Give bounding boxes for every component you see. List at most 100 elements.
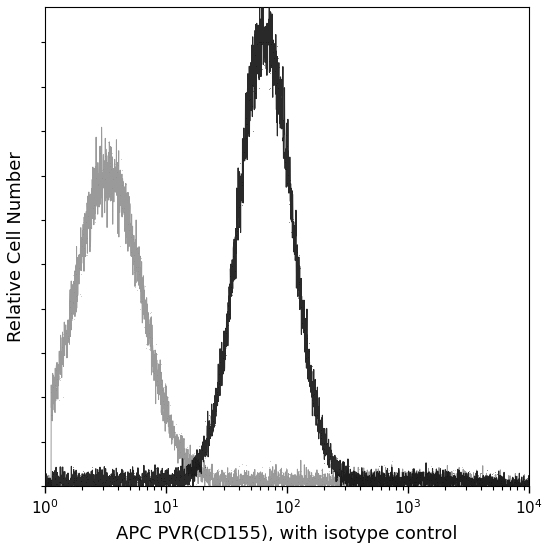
Point <box>400 476 409 485</box>
Point <box>320 482 328 491</box>
Point <box>371 482 380 491</box>
Point <box>268 47 277 56</box>
Point <box>166 482 174 491</box>
Point <box>162 468 171 476</box>
Point <box>132 477 141 486</box>
Point <box>416 477 425 486</box>
Point <box>48 470 57 478</box>
Point <box>287 482 296 491</box>
Point <box>470 482 479 491</box>
Point <box>192 472 201 481</box>
Point <box>318 470 327 478</box>
Point <box>162 479 170 488</box>
Point <box>348 469 357 478</box>
Point <box>237 480 246 488</box>
Point <box>177 428 185 437</box>
Point <box>184 469 192 477</box>
Point <box>512 482 520 491</box>
Point <box>137 480 146 488</box>
Point <box>316 472 325 481</box>
Point <box>281 157 290 166</box>
Point <box>164 475 173 484</box>
Point <box>437 480 446 489</box>
Point <box>236 475 245 483</box>
Point <box>131 472 140 481</box>
Point <box>195 442 204 450</box>
Point <box>214 479 223 488</box>
Point <box>317 426 326 434</box>
Point <box>80 470 89 479</box>
Point <box>524 482 533 491</box>
Point <box>251 89 260 98</box>
Point <box>428 482 437 491</box>
Point <box>99 165 108 174</box>
Point <box>155 471 164 480</box>
Point <box>521 482 530 491</box>
Point <box>375 472 383 481</box>
Point <box>125 219 134 228</box>
Point <box>245 472 254 481</box>
Point <box>192 480 201 488</box>
Point <box>100 175 109 184</box>
Point <box>139 323 148 332</box>
Point <box>414 473 422 482</box>
Point <box>508 481 517 490</box>
Point <box>412 467 421 476</box>
Point <box>127 482 136 491</box>
Point <box>144 309 152 318</box>
Point <box>338 466 346 475</box>
Point <box>350 482 359 491</box>
Point <box>335 464 344 473</box>
Point <box>58 480 67 488</box>
Point <box>162 392 170 400</box>
Point <box>351 482 360 491</box>
Point <box>273 84 282 92</box>
Point <box>214 383 223 392</box>
Point <box>80 244 89 252</box>
Point <box>242 482 251 491</box>
Point <box>113 160 122 169</box>
Point <box>434 482 443 491</box>
Point <box>107 184 116 192</box>
Point <box>391 481 400 490</box>
Point <box>309 472 317 481</box>
Point <box>251 480 260 489</box>
Point <box>101 151 109 160</box>
Point <box>68 316 77 324</box>
Point <box>68 299 77 307</box>
Point <box>341 475 350 483</box>
Point <box>214 466 223 475</box>
Point <box>403 466 412 475</box>
Point <box>267 473 276 482</box>
Point <box>148 475 157 483</box>
Point <box>82 218 91 227</box>
Point <box>266 456 274 465</box>
Point <box>119 204 128 213</box>
Point <box>127 482 136 491</box>
Point <box>75 290 84 299</box>
Point <box>70 288 79 296</box>
Point <box>89 477 97 486</box>
Point <box>222 474 230 482</box>
Point <box>107 148 116 157</box>
Point <box>214 370 223 378</box>
Point <box>318 439 327 448</box>
Point <box>145 308 154 317</box>
Point <box>296 467 305 476</box>
Point <box>248 126 257 135</box>
Point <box>453 479 461 488</box>
Point <box>58 392 67 401</box>
Point <box>263 38 272 47</box>
Point <box>274 63 283 72</box>
Point <box>502 482 511 491</box>
Point <box>388 471 397 480</box>
Point <box>475 475 484 483</box>
Point <box>493 482 502 491</box>
Point <box>273 471 282 480</box>
Point <box>175 470 184 479</box>
Point <box>512 479 521 488</box>
Point <box>317 429 326 438</box>
Point <box>432 465 441 474</box>
Point <box>230 267 239 276</box>
Point <box>490 468 499 476</box>
